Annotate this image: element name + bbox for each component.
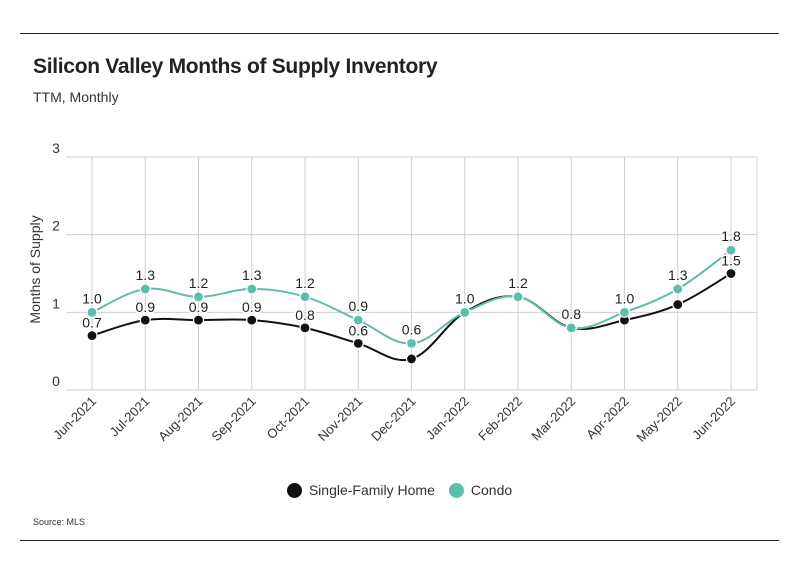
data-point-single-family-home: [246, 314, 258, 326]
x-tick-label: Oct-2021: [264, 394, 312, 442]
top-rule: [20, 33, 779, 34]
data-label-single-family-home: 0.7: [82, 315, 102, 331]
data-label-condo: 0.6: [402, 321, 422, 337]
data-label-condo: 1.2: [189, 275, 209, 291]
data-point-condo: [565, 322, 577, 334]
x-tick-label: Jun-2022: [689, 394, 738, 443]
y-tick-label: 0: [52, 373, 60, 389]
bottom-rule: [20, 540, 779, 541]
x-tick-label: Jul-2021: [106, 394, 152, 440]
data-point-condo: [618, 306, 631, 318]
data-label-condo: 1.0: [455, 290, 475, 306]
source-note: Source: MLS: [33, 517, 86, 527]
data-point-condo: [299, 291, 311, 303]
data-label-condo: 1.2: [295, 275, 315, 291]
y-tick-label: 3: [52, 140, 60, 156]
data-label-single-family-home: 0.9: [136, 299, 156, 315]
chart-title: Silicon Valley Months of Supply Inventor…: [33, 55, 438, 78]
data-point-condo: [725, 244, 737, 256]
data-point-condo: [512, 291, 524, 303]
data-label-single-family-home: 0.9: [189, 299, 209, 315]
data-point-condo: [672, 283, 684, 295]
y-tick-label: 2: [52, 218, 60, 234]
data-point-single-family-home: [139, 314, 151, 326]
x-tick-label: Jan-2022: [423, 394, 472, 443]
data-point-single-family-home: [299, 322, 311, 334]
x-tick-label: Apr-2022: [583, 394, 631, 442]
data-point-single-family-home: [725, 267, 737, 280]
x-tick-label: Sep-2021: [208, 394, 258, 444]
legend-swatch-single-family-home: [286, 482, 302, 498]
data-label-single-family-home: 0.8: [295, 307, 315, 323]
data-label-single-family-home: 1.5: [721, 253, 741, 269]
data-point-condo: [352, 314, 364, 326]
data-label-condo: 1.3: [242, 267, 262, 283]
data-label-condo: 1.3: [136, 267, 156, 283]
legend-label-condo: Condo: [470, 482, 513, 498]
data-point-condo: [246, 283, 258, 295]
data-point-single-family-home: [352, 337, 364, 349]
data-label-condo: 1.0: [82, 290, 102, 306]
x-tick-label: Aug-2021: [155, 394, 205, 444]
data-label-condo: 1.8: [721, 228, 741, 244]
y-axis-title: Months of Supply: [27, 215, 43, 323]
legend-item-condo[interactable]: Condo: [448, 482, 513, 498]
legend: Single-Family Home Condo: [0, 482, 799, 498]
x-tick-label: Mar-2022: [528, 394, 578, 444]
x-tick-label: Dec-2021: [368, 394, 418, 444]
x-tick-label: May-2022: [633, 394, 684, 445]
data-point-condo: [139, 283, 151, 295]
data-label-condo: 0.9: [349, 298, 369, 314]
data-label-condo: 1.0: [615, 290, 635, 306]
data-point-single-family-home: [405, 353, 418, 365]
legend-swatch-condo: [448, 482, 464, 498]
data-label-condo: 1.3: [668, 267, 688, 283]
data-label-condo: 1.2: [508, 275, 528, 291]
data-label-single-family-home: 0.9: [242, 299, 262, 315]
x-tick-label: Feb-2022: [475, 394, 525, 444]
data-point-condo: [86, 306, 98, 318]
data-point-condo: [192, 291, 205, 303]
data-point-condo: [459, 306, 471, 318]
data-point-condo: [405, 337, 418, 349]
data-point-single-family-home: [86, 330, 98, 342]
y-tick-label: 1: [52, 295, 60, 311]
data-point-single-family-home: [672, 298, 684, 311]
data-label-condo: 0.8: [562, 306, 582, 322]
legend-label-single-family-home: Single-Family Home: [308, 482, 435, 498]
data-point-single-family-home: [192, 314, 205, 326]
x-tick-label: Nov-2021: [315, 394, 365, 444]
legend-item-single-family-home[interactable]: Single-Family Home: [286, 482, 435, 498]
data-label-single-family-home: 0.6: [349, 322, 369, 338]
chart-subtitle: TTM, Monthly: [33, 89, 119, 105]
x-tick-label: Jun-2021: [50, 394, 99, 443]
